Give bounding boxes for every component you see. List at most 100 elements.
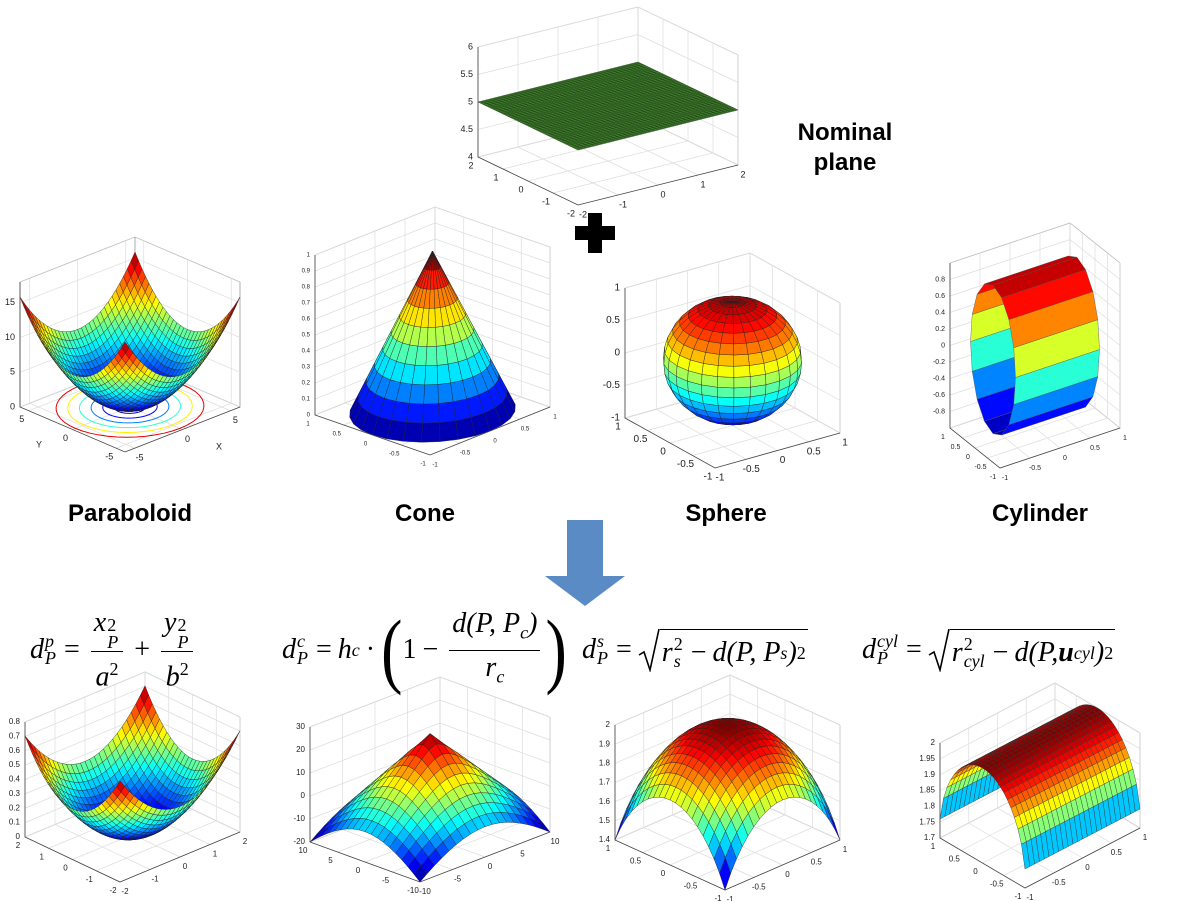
x-tick-label: 2	[740, 169, 745, 179]
z-tick-label: 1.9	[599, 739, 611, 748]
z-tick-label: -0.2	[933, 359, 945, 366]
y-tick-label: -1	[714, 894, 722, 901]
z-tick-label: 0.7	[302, 301, 311, 307]
x-tick-label: -1	[726, 895, 734, 901]
y-tick-label: 2	[468, 160, 473, 170]
y-tick-label: 2	[16, 841, 21, 850]
z-tick-label: 1.8	[924, 801, 936, 810]
y-tick-label: 0	[660, 447, 666, 458]
surface-patch	[733, 333, 746, 344]
y-tick-label: 0	[661, 869, 666, 878]
z-tick-label: 1.5	[599, 816, 611, 825]
z-tick-label: 0.9	[302, 269, 311, 275]
x-tick-label: 2	[243, 837, 248, 846]
z-tick-label: 0.3	[9, 789, 21, 798]
z-tick-label: 5	[10, 367, 15, 377]
surface-patch	[734, 413, 748, 419]
surface-patch	[20, 297, 27, 311]
y-tick-label: 0	[63, 433, 68, 443]
z-tick-label: 0.8	[935, 276, 945, 283]
y-tick-label: 0.5	[951, 444, 961, 451]
surface-patch	[421, 423, 440, 443]
x-tick-label: 1	[700, 179, 705, 189]
y-tick-label: 0	[356, 866, 361, 875]
surface-patch	[748, 352, 764, 365]
grid-line	[315, 207, 550, 255]
z-tick-label: 1	[614, 283, 620, 294]
x-tick-label: -10	[419, 887, 431, 896]
surface-patch	[409, 384, 425, 404]
x-tick-label: 0	[1063, 455, 1067, 462]
z-tick-label: 20	[296, 745, 305, 754]
x-tick-label: -0.5	[460, 451, 471, 457]
plot-3d: 051015-505-505XY	[5, 237, 240, 463]
surface-patch	[438, 383, 453, 404]
z-tick-label: 2	[931, 738, 936, 747]
z-tick-label: 0.6	[935, 293, 945, 300]
z-tick-label: 5	[468, 96, 473, 106]
z-tick-label: 1.95	[919, 754, 935, 763]
y-tick-label: -1	[990, 474, 996, 481]
z-tick-label: 0.3	[302, 365, 311, 371]
z-tick-label: 2	[606, 720, 611, 729]
surface-patch	[403, 422, 422, 442]
z-tick-label: 0	[941, 342, 945, 349]
surface-patch	[437, 364, 451, 384]
surface-patch	[425, 365, 438, 385]
z-tick-label: -20	[293, 837, 305, 846]
z-tick-label: 0.5	[302, 333, 311, 339]
y-tick-label: -0.5	[974, 464, 986, 471]
x-tick-label: -1	[432, 463, 438, 469]
surface-patch	[717, 377, 734, 388]
plot-3d: 00.10.20.30.40.50.60.70.8-2-1012-2-1012	[9, 672, 248, 896]
plus-sign	[588, 213, 602, 253]
x-tick-label: -2	[121, 887, 129, 896]
surface-patch	[424, 384, 439, 404]
x-tick-label: 0	[183, 862, 188, 871]
surface-patch	[717, 397, 733, 406]
y-tick-label: 10	[299, 846, 308, 855]
y-tick-label: 1	[493, 172, 498, 182]
page: html,body{margin:0;padding:0;} body{widt…	[0, 0, 1191, 901]
x-tick-label: -0.5	[752, 883, 766, 892]
x-tick-label: 5	[233, 415, 238, 425]
y-tick-label: 1	[615, 422, 621, 433]
z-tick-label: 4.5	[460, 124, 473, 134]
z-tick-label: 0	[10, 401, 15, 411]
y-tick-label: 1	[306, 422, 310, 428]
x-tick-label: 0.5	[807, 446, 821, 457]
x-tick-label: 0	[185, 434, 190, 444]
z-tick-label: 0.6	[302, 317, 311, 323]
x-tick-label: 0.5	[1090, 445, 1100, 452]
z-tick-label: 1.6	[599, 797, 611, 806]
z-tick-label: 1.75	[919, 817, 935, 826]
z-tick-label: 0.6	[9, 746, 21, 755]
x-tick-label: -1	[1002, 475, 1008, 482]
y-tick-label: 1	[40, 852, 45, 861]
surface-patch	[25, 736, 33, 751]
x-axis-label: X	[216, 441, 222, 451]
x-tick-label: -1	[619, 199, 627, 209]
z-tick-label: 0.5	[606, 315, 620, 326]
y-tick-label: -0.5	[677, 459, 695, 470]
x-tick-label: 0	[785, 870, 790, 879]
x-tick-label: 0.5	[521, 427, 530, 433]
z-tick-label: 0	[301, 791, 306, 800]
y-axis-label: Y	[36, 439, 42, 449]
surface-patch	[717, 366, 733, 378]
surface-patch	[719, 343, 733, 355]
surface-patch	[734, 366, 750, 378]
y-tick-label: 1	[941, 434, 945, 441]
y-tick-label: 0	[364, 442, 368, 448]
z-tick-label: 0.1	[9, 818, 21, 827]
surface-patch	[429, 289, 435, 308]
x-tick-label: 0	[660, 189, 665, 199]
x-tick-label: -2	[579, 209, 587, 219]
y-tick-label: 0.5	[634, 434, 648, 445]
x-tick-label: -1	[716, 473, 725, 484]
box-edge	[625, 253, 840, 303]
plot-3d: 1.41.51.61.71.81.92-1-0.500.51-1-0.500.5…	[599, 675, 848, 901]
surface-patch	[621, 804, 632, 828]
z-tick-label: 10	[296, 768, 305, 777]
z-tick-label: 30	[296, 722, 305, 731]
